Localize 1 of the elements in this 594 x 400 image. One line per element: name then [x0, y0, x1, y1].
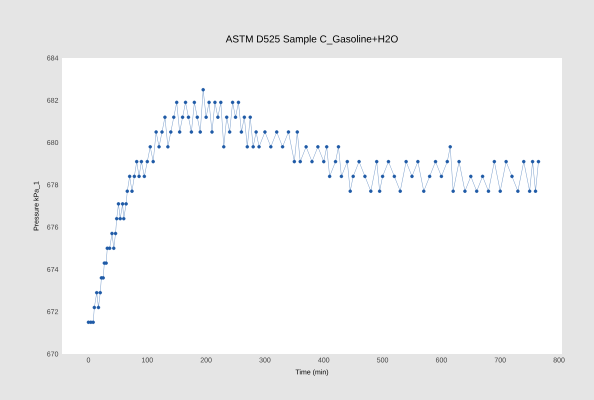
chart-title: ASTM D525 Sample C_Gasoline+H2O — [226, 35, 398, 44]
